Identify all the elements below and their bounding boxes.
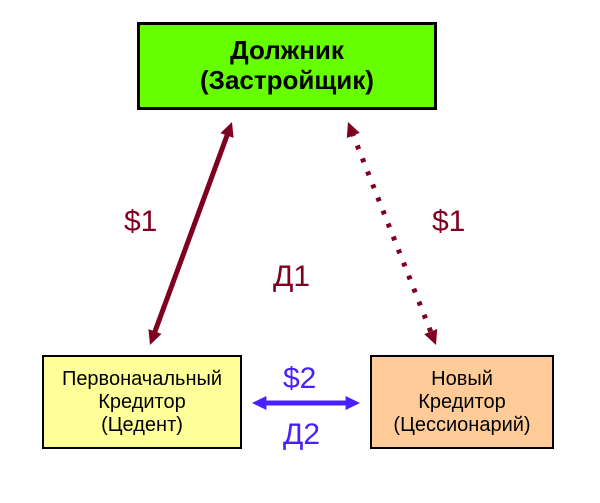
diagram-stage: Должник (Застройщик) Первоначальный Кред…	[0, 0, 600, 503]
node-cedent-line1: Первоначальный	[62, 368, 222, 391]
node-cedent-line2: Кредитор	[98, 391, 185, 414]
node-debtor: Должник (Застройщик)	[137, 22, 437, 110]
node-cedent: Первоначальный Кредитор (Цедент)	[42, 355, 242, 449]
edge-e_left	[154, 133, 228, 335]
label-d2: Д2	[283, 418, 320, 452]
node-debtor-line1: Должник	[230, 36, 344, 66]
node-cessionary-line3: (Цессионарий)	[393, 414, 530, 437]
node-cessionary-line1: Новый	[431, 368, 493, 391]
label-d1: Д1	[273, 260, 310, 294]
label-s1-right: $1	[432, 205, 465, 239]
label-s2: $2	[283, 362, 316, 396]
node-cessionary: Новый Кредитор (Цессионарий)	[370, 355, 554, 449]
node-debtor-line2: (Застройщик)	[200, 66, 374, 96]
edge-e_right	[352, 132, 432, 334]
node-cessionary-line2: Кредитор	[418, 391, 505, 414]
label-s1-left: $1	[124, 205, 157, 239]
node-cedent-line3: (Цедент)	[101, 414, 183, 437]
